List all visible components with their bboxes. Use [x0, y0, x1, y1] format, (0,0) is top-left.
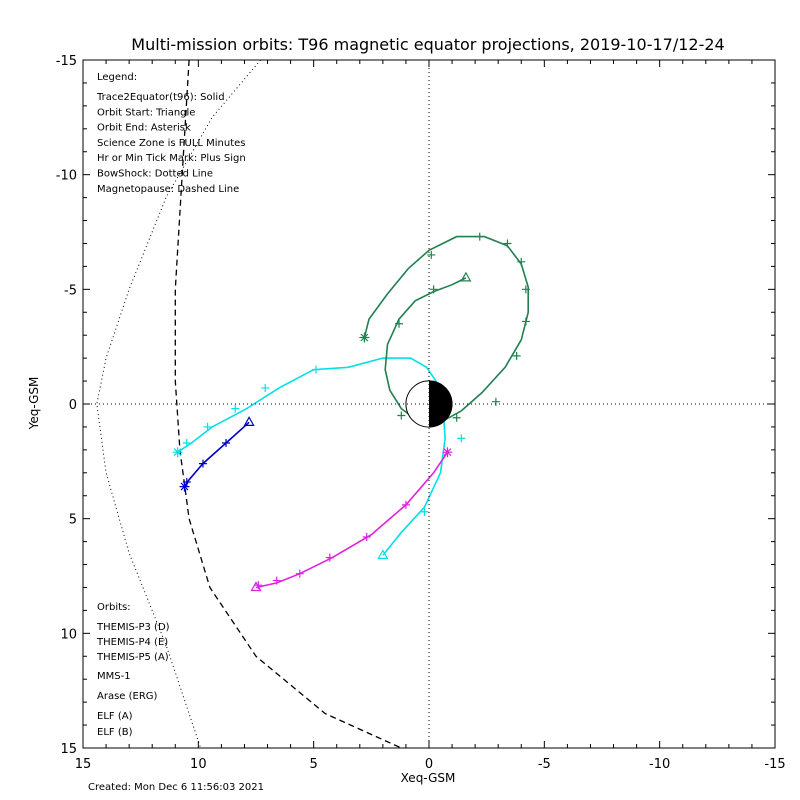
- x-tick-label: 10: [190, 757, 207, 772]
- orbit-start-triangle: [250, 581, 262, 592]
- tick-plus-mark: [198, 459, 207, 468]
- orbit-series: [172, 232, 530, 592]
- orbits-legend-arase-erg: Arase (ERG): [97, 691, 158, 702]
- tick-plus-mark: [420, 507, 429, 516]
- orbit-end-asterisk: [359, 332, 370, 343]
- y-tick-label: -15: [56, 54, 77, 69]
- earth-night-side: [429, 380, 453, 428]
- y-tick-label: -10: [56, 169, 77, 184]
- tick-plus-mark: [517, 257, 526, 266]
- tick-plus-mark: [203, 422, 212, 431]
- legend-line: Hr or Min Tick Mark: Plus Sign: [97, 153, 246, 164]
- orbits-legend-elf-a: ELF (A): [97, 711, 133, 722]
- orbit-arase-erg: [359, 232, 530, 424]
- orbits-legend-mms-1: MMS-1: [97, 671, 131, 682]
- tick-plus-mark: [261, 383, 270, 392]
- legend-line: BowShock: Dotted Line: [97, 169, 213, 180]
- tick-plus-mark: [452, 413, 461, 422]
- orbit-start-triangle: [377, 549, 389, 559]
- orbit-line: [177, 357, 446, 556]
- y-tick-label: 15: [60, 742, 77, 757]
- orbit-line: [183, 421, 250, 488]
- created-timestamp: Created: Mon Dec 6 11:56:03 2021: [88, 782, 264, 793]
- legend-heading: Legend:: [97, 72, 137, 83]
- tick-plus-mark: [521, 285, 530, 294]
- orbits-legend-themis-p5-a: THEMIS-P5 (A): [96, 652, 169, 663]
- tick-plus-mark: [362, 533, 371, 542]
- y-tick-label: 5: [69, 513, 77, 528]
- orbit-end-asterisk: [172, 447, 183, 458]
- orbits-legend-elf-b: ELF (B): [97, 727, 133, 738]
- x-axis-label: Xeq-GSM: [401, 771, 456, 785]
- orbit-end-asterisk: [442, 447, 453, 458]
- tick-plus-mark: [311, 365, 320, 374]
- y-tick-label: -5: [64, 283, 77, 298]
- tick-plus-mark: [457, 434, 466, 443]
- tick-plus-mark: [231, 404, 240, 413]
- orbit-themis-p5-a: [250, 447, 453, 592]
- tick-plus-mark: [395, 319, 404, 328]
- bow-shock-line: [96, 60, 261, 748]
- orbit-start-triangle: [460, 271, 472, 282]
- legend-line: Magnetopause: Dashed Line: [97, 184, 239, 195]
- tick-plus-mark: [397, 411, 406, 420]
- tick-plus-mark: [491, 397, 500, 406]
- legend: Legend: Trace2Equator(t96): Solid Orbit St…: [96, 72, 246, 195]
- orbits-legend: Orbits: THEMIS-P3 (D) THEMIS-P4 (E) THEMIS-…: [96, 602, 170, 738]
- tick-plus-mark: [512, 351, 521, 360]
- orbit-start-triangle: [243, 416, 255, 426]
- y-tick-label: 0: [69, 398, 77, 413]
- tick-plus-mark: [521, 317, 530, 326]
- tick-plus-mark: [254, 581, 263, 590]
- tick-plus-mark: [427, 250, 436, 259]
- orbit-themis-p4-e: [179, 416, 255, 492]
- tick-plus-mark: [272, 576, 281, 585]
- x-tick-label: -5: [538, 757, 551, 772]
- legend-line: Orbit Start: Triangle: [97, 107, 195, 118]
- chart-title: Multi-mission orbits: T96 magnetic equat…: [131, 35, 724, 54]
- x-tick-label: -10: [649, 757, 670, 772]
- tick-plus-mark: [182, 438, 191, 447]
- legend-line: Science Zone is FULL Minutes: [97, 138, 246, 149]
- x-tick-label: 15: [75, 757, 92, 772]
- plot-axes: 15 10 5 0 -5 -10 -15 -15 -10 -5 0 5 10 15: [56, 54, 786, 772]
- tick-plus-mark: [222, 438, 231, 447]
- x-tick-label: 0: [425, 757, 433, 772]
- x-tick-label: -15: [764, 757, 785, 772]
- y-tick-label: 10: [60, 627, 77, 642]
- x-tick-label: 5: [310, 757, 318, 772]
- tick-plus-mark: [475, 232, 484, 241]
- tick-plus-mark: [325, 553, 334, 562]
- legend-line: Orbit End: Asterisk: [97, 123, 191, 134]
- orbit-end-asterisk: [179, 481, 190, 492]
- orbits-heading: Orbits:: [97, 602, 131, 613]
- y-axis-label: Yeq-GSM: [27, 377, 41, 431]
- tick-plus-mark: [295, 569, 304, 578]
- orbits-legend-themis-p3-d: THEMIS-P3 (D): [96, 622, 170, 633]
- orbit-line: [255, 451, 449, 589]
- tick-plus-mark: [503, 239, 512, 248]
- orbits-legend-themis-p4-e: THEMIS-P4 (E): [96, 637, 168, 648]
- orbit-themis-p3-d: [172, 357, 466, 559]
- tick-plus-mark: [401, 500, 410, 509]
- legend-line: Trace2Equator(t96): Solid: [96, 92, 225, 103]
- tick-plus-mark: [429, 285, 438, 294]
